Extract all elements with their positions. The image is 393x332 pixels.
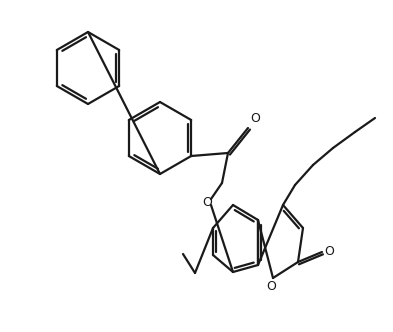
Text: O: O — [202, 196, 212, 208]
Text: O: O — [324, 244, 334, 258]
Text: O: O — [266, 281, 276, 293]
Text: O: O — [250, 112, 260, 125]
